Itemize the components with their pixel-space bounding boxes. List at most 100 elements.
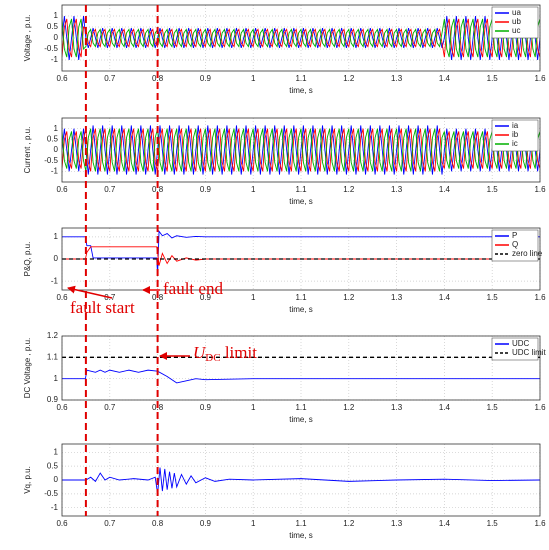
x-tick-label: 0.6 [56,293,68,302]
udc-subscript: DC [205,352,220,364]
x-tick-label: 1.3 [391,293,403,302]
series-line [62,369,540,384]
x-tick-label: 1.4 [439,185,451,194]
plot-frame [61,335,541,401]
x-tick-label: 1.4 [439,403,451,412]
x-tick-label: 1.2 [343,74,355,83]
x-tick-label: 1.6 [534,185,546,194]
y-tick-label: -1 [51,55,59,64]
x-tick-label: 1 [251,74,256,83]
x-tick-label: 0.9 [200,185,212,194]
x-tick-label: 0.9 [200,74,212,83]
y-tick-label: -1 [51,276,59,285]
plot-frame [61,4,541,72]
legend-label: UDC limit [512,348,547,357]
y-tick-label: 1.1 [47,352,59,361]
x-axis-label: time, s [289,197,313,206]
x-tick-label: 0.8 [152,519,164,528]
y-tick-label: 1 [54,374,59,383]
x-tick-label: 1.5 [487,403,499,412]
panel: 0.6 0.7 0.8 0.9 1 1.1 1.2 1.3 1.4 1.5 1.6-1-0.500.… [23,4,546,95]
plot-frame [61,117,541,183]
x-tick-label: 0.8 [152,185,164,194]
legend-label: ub [512,17,521,26]
y-tick-label: 0.5 [47,22,59,31]
x-axis-label: time, s [289,86,313,95]
x-tick-label: 0.8 [152,74,164,83]
legend-label: UDC [512,339,530,348]
series-line [62,230,540,275]
y-axis-label: DC Voltage , p.u. [23,338,32,398]
x-tick-label: 0.6 [56,403,68,412]
panels: 0.6 0.7 0.8 0.9 1 1.1 1.2 1.3 1.4 1.5 1.6 -1 -0.5 0 0.… [23,4,547,540]
legend-label: ic [512,139,518,148]
udc-limit-label: UDC limit [193,343,257,364]
x-tick-label: 1 [251,403,256,412]
y-tick-label: 0.5 [47,134,59,143]
x-tick-label: 0.9 [200,519,212,528]
x-tick-label: 1.4 [439,293,451,302]
y-axis-label: P&Q, p.u. [23,242,32,277]
x-tick-label: 1.3 [391,403,403,412]
plot-area [62,336,540,400]
series-line [62,128,540,172]
x-tick-label: 1.2 [343,403,355,412]
x-tick-label: 1.6 [534,293,546,302]
y-tick-label: 0.9 [47,395,59,404]
x-tick-label: 1.4 [439,519,451,528]
x-tick-label: 1.1 [295,293,307,302]
x-tick-label: 1.5 [487,519,499,528]
y-axis-label: Voltage , p.u. [23,15,32,62]
x-tick-label: 1.2 [343,185,355,194]
legend-label: uc [512,26,520,35]
x-tick-label: 1.6 [534,519,546,528]
x-tick-label: 0.7 [104,185,116,194]
y-axis-label: Vq, p.u. [23,466,32,494]
annotations: fault start fault end UDC limit [67,5,257,516]
x-tick-label: 1 [251,519,256,528]
panel: 0.6 0.7 0.8 0.9 1 1.1 1.2 1.3 1.4 1.5 1.6-1-0.500.… [23,443,546,540]
y-tick-label: 0 [54,33,59,42]
x-tick-label: 1.6 [534,403,546,412]
y-tick-label: -0.5 [44,489,58,498]
x-tick-label: 1.4 [439,74,451,83]
x-axis-label: time, s [289,305,313,314]
x-tick-label: 0.9 [200,403,212,412]
x-tick-label: 1.2 [343,519,355,528]
legend-label: zero line [512,249,543,258]
panel: 0.60.70.80.911.11.21.31.41.51.6-101time,… [23,227,546,314]
fault-start-label: fault start [70,298,135,317]
x-tick-label: 0.9 [200,293,212,302]
x-tick-label: 1.3 [391,74,403,83]
y-tick-label: 0 [54,254,59,263]
y-tick-label: 1 [54,447,59,456]
y-tick-label: -0.5 [44,156,58,165]
x-axis-label: time, s [289,415,313,424]
legend-label: ia [512,121,519,130]
udc-symbol: U [193,343,207,362]
arrow [67,285,113,299]
y-axis-label: Current , p.u. [23,127,32,174]
x-tick-label: 1.6 [534,74,546,83]
y-tick-label: -1 [51,503,59,512]
panel: 0.6 0.7 0.8 0.9 1 1.1 1.2 1.3 1.4 1.5 1.6-1-0.500.… [23,117,546,206]
x-tick-label: 0.7 [104,74,116,83]
fault-end-label: fault end [163,279,223,298]
legend-label: ib [512,130,519,139]
x-tick-label: 1.1 [295,185,307,194]
x-tick-label: 0.6 [56,74,68,83]
y-tick-label: 1 [54,11,59,20]
plot-frame [61,227,541,291]
x-tick-label: 1.3 [391,185,403,194]
series-line [62,467,540,494]
x-tick-label: 0.7 [104,519,116,528]
y-tick-label: 0.5 [47,461,59,470]
y-tick-label: 1.2 [47,331,59,340]
legend-label: P [512,231,517,240]
x-tick-label: 1.5 [487,185,499,194]
y-tick-label: 0 [54,145,59,154]
legend-label: Q [512,240,518,249]
x-tick-label: 0.7 [104,403,116,412]
x-tick-label: 1.1 [295,403,307,412]
